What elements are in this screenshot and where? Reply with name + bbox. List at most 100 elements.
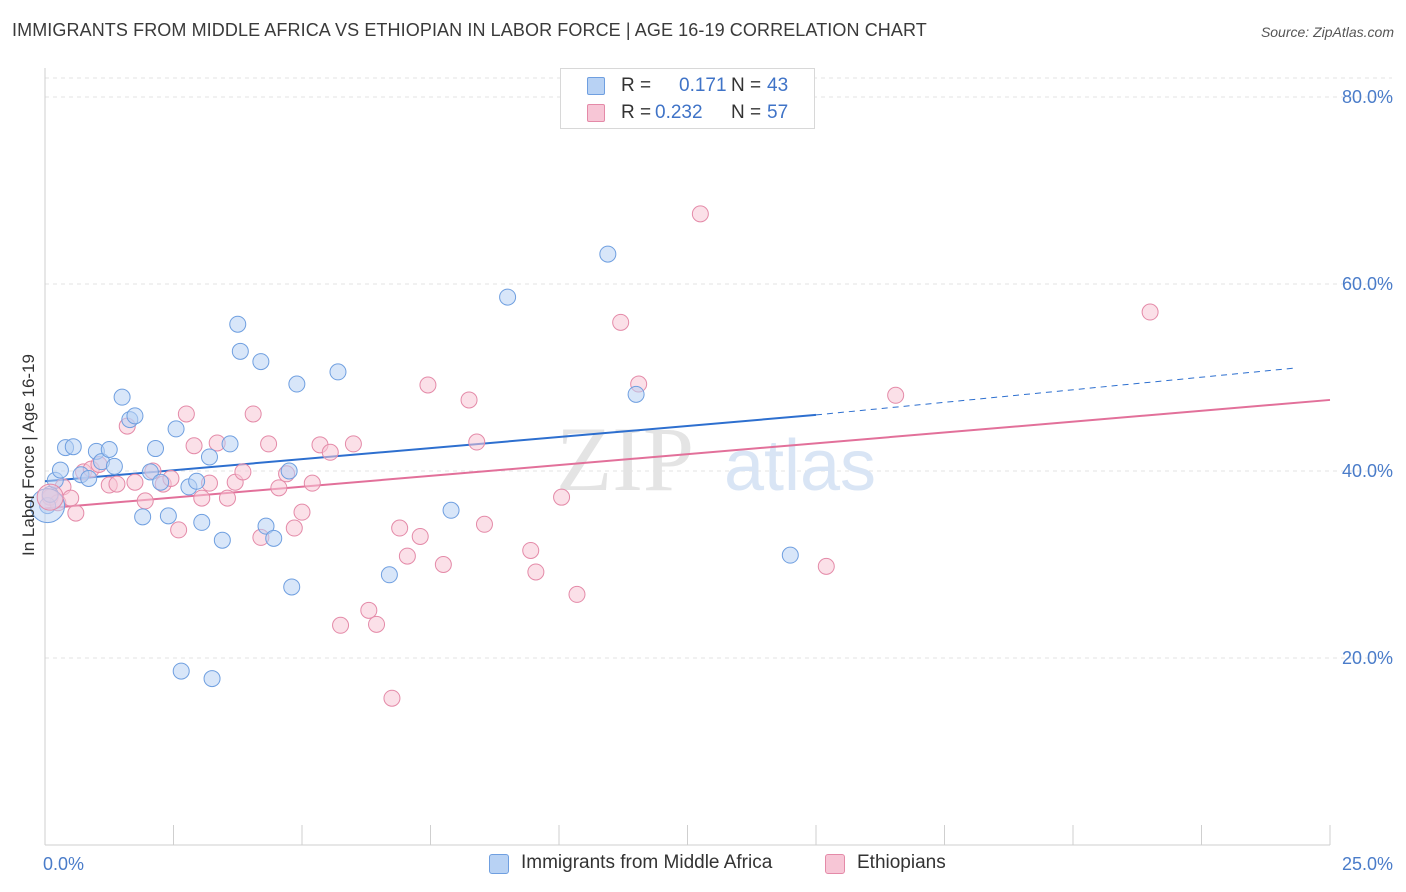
point-ethiopians: [344, 435, 362, 453]
point-middle-africa: [329, 363, 347, 381]
data-points: [30, 205, 1159, 707]
bottom-legend-label: Ethiopians: [857, 852, 946, 873]
point-ethiopians: [475, 515, 493, 533]
point-ethiopians: [293, 503, 311, 521]
tick-labels: 20.0% 40.0% 60.0% 80.0% 0.0% 25.0%: [43, 87, 1393, 874]
point-middle-africa: [599, 245, 617, 263]
point-ethiopians: [321, 443, 339, 461]
axes: [44, 68, 1331, 846]
point-ethiopians: [234, 463, 252, 481]
chart-title: IMMIGRANTS FROM MIDDLE AFRICA VS ETHIOPI…: [12, 20, 927, 40]
point-middle-africa: [113, 388, 131, 406]
point-middle-africa: [203, 670, 221, 688]
point-ethiopians: [108, 475, 126, 493]
point-ethiopians: [285, 519, 303, 537]
point-ethiopians: [185, 437, 203, 455]
point-middle-africa: [280, 462, 298, 480]
trend-line-middle-africa-extrapolated: [815, 367, 1295, 416]
point-middle-africa: [100, 440, 118, 458]
legend-n-label: N =: [731, 102, 762, 123]
point-ethiopians: [460, 391, 478, 409]
point-ethiopians-cluster: [36, 483, 64, 511]
point-ethiopians: [419, 376, 437, 394]
point-ethiopians: [691, 205, 709, 223]
point-ethiopians: [612, 313, 630, 331]
point-ethiopians: [193, 489, 211, 507]
point-ethiopians: [522, 541, 540, 559]
point-ethiopians: [383, 689, 401, 707]
point-ethiopians: [62, 489, 80, 507]
point-ethiopians: [368, 615, 386, 633]
point-middle-africa: [167, 420, 185, 438]
point-middle-africa: [172, 662, 190, 680]
point-ethiopians: [553, 488, 571, 506]
point-middle-africa: [265, 529, 283, 547]
point-middle-africa: [221, 435, 239, 453]
point-ethiopians: [391, 519, 409, 537]
trend-line-middle-africa: [44, 413, 817, 483]
point-ethiopians: [303, 474, 321, 492]
point-ethiopians: [136, 492, 154, 510]
point-ethiopians: [468, 433, 486, 451]
y-axis-label: In Labor Force | Age 16-19: [19, 354, 38, 556]
point-middle-africa: [80, 469, 98, 487]
point-middle-africa: [51, 461, 69, 479]
point-middle-africa: [147, 440, 165, 458]
point-ethiopians: [398, 547, 416, 565]
point-middle-africa: [213, 531, 231, 549]
y-tick-label: 80.0%: [1342, 87, 1393, 107]
bottom-legend-label: Immigrants from Middle Africa: [521, 852, 773, 873]
trend-line-ethiopians: [44, 398, 1331, 510]
point-middle-africa: [288, 375, 306, 393]
point-middle-africa: [134, 508, 152, 526]
point-ethiopians: [270, 479, 288, 497]
point-middle-africa: [159, 507, 177, 525]
point-ethiopians: [126, 473, 144, 491]
point-middle-africa: [252, 353, 270, 371]
legend-r-value: 0.232: [655, 102, 703, 123]
point-middle-africa: [231, 342, 249, 360]
point-ethiopians: [411, 527, 429, 545]
point-ethiopians: [170, 521, 188, 539]
point-middle-africa: [105, 457, 123, 475]
point-ethiopians: [332, 616, 350, 634]
point-middle-africa: [257, 517, 275, 535]
trend-lines: [44, 367, 1331, 510]
legend-n-label: N =: [731, 75, 762, 96]
point-ethiopians: [67, 504, 85, 522]
grid-lines: [45, 77, 1392, 659]
point-ethiopians: [434, 556, 452, 573]
point-middle-africa: [126, 407, 144, 425]
point-middle-africa: [380, 566, 398, 584]
point-ethiopians: [260, 435, 278, 453]
point-middle-africa: [283, 578, 301, 596]
legend-r-value: 0.171: [679, 75, 727, 96]
point-middle-africa: [442, 501, 460, 519]
y-tick-label: 60.0%: [1342, 274, 1393, 294]
x-tick-label: 0.0%: [43, 854, 84, 874]
bottom-legend-swatch-blue: [489, 854, 509, 874]
source-note: Source: ZipAtlas.com: [1260, 24, 1394, 40]
point-middle-africa: [499, 288, 517, 306]
legend-swatch-blue: [587, 77, 605, 95]
point-ethiopians: [887, 386, 905, 404]
point-middle-africa: [188, 472, 206, 490]
point-middle-africa: [152, 473, 170, 491]
y-tick-label: 40.0%: [1342, 461, 1393, 481]
point-ethiopians: [244, 405, 262, 423]
legend-n-value: 57: [767, 102, 789, 123]
point-ethiopians: [817, 557, 835, 575]
point-middle-africa: [627, 385, 645, 403]
point-middle-africa: [781, 546, 799, 564]
legend-n-value: 43: [767, 75, 789, 96]
bottom-legend-swatch-pink: [825, 854, 845, 874]
stats-legend: R = 0.171 N = 43 R = 0.232 N = 57: [560, 68, 815, 129]
point-middle-africa: [193, 513, 211, 531]
point-ethiopians: [177, 405, 195, 423]
point-ethiopians: [568, 585, 586, 603]
point-middle-africa: [200, 448, 218, 466]
watermark-atlas: atlas: [724, 426, 876, 506]
point-middle-africa: [141, 463, 159, 481]
point-ethiopians: [218, 489, 236, 507]
